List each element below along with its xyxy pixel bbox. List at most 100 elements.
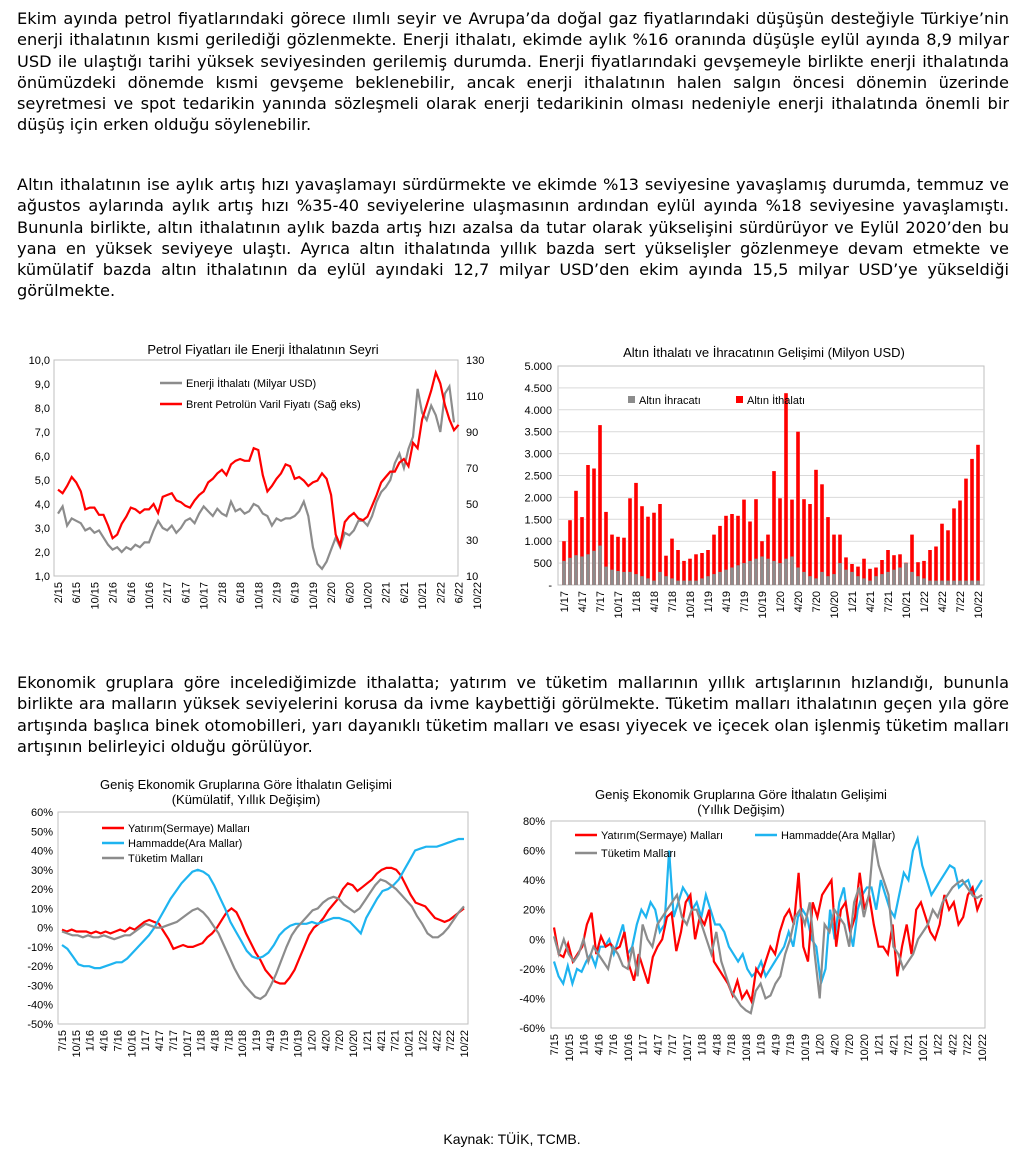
bar-gold-export	[958, 580, 962, 585]
x-tick-label: 4/20	[320, 1030, 332, 1051]
x-tick-label: 7/16	[112, 1030, 124, 1051]
y-tick-label: -40%	[519, 993, 545, 1005]
x-tick-label: 4/22	[431, 1030, 443, 1051]
y-tick-label: 80%	[523, 816, 545, 828]
x-tick-label: 4/18	[649, 591, 661, 612]
x-tick-label: 7/20	[844, 1034, 856, 1055]
bar-gold-export	[850, 571, 854, 585]
x-tick-label: 7/19	[739, 591, 751, 612]
y-tick-label: 1.000	[524, 536, 552, 548]
bar-gold-export	[640, 576, 644, 585]
y-tick-label: 2.000	[524, 492, 552, 504]
x-tick-label: 7/15	[549, 1034, 561, 1055]
bar-gold-export	[838, 563, 842, 585]
bar-gold-import	[628, 498, 632, 585]
bar-gold-import	[730, 514, 734, 585]
x-tick-label: 7/19	[279, 1030, 291, 1051]
bar-gold-export	[742, 563, 746, 585]
y-tick-label: 40%	[31, 846, 53, 858]
bar-gold-import	[958, 500, 962, 585]
x-tick-label: 10/17	[182, 1030, 194, 1058]
bar-gold-import	[964, 478, 968, 585]
bar-gold-export	[724, 569, 728, 585]
bar-gold-export	[586, 554, 590, 585]
bar-gold-import	[706, 550, 710, 585]
x-tick-label: 10/21	[404, 1030, 416, 1058]
x-tick-label: 10/16	[623, 1034, 635, 1062]
y-tick-label: 50%	[31, 826, 53, 838]
x-tick-label: 7/19	[785, 1034, 797, 1055]
bar-gold-import	[670, 538, 674, 585]
bar-gold-import	[652, 512, 656, 585]
x-tick-label: 7/15	[57, 1030, 69, 1051]
bar-gold-import	[796, 431, 800, 585]
bar-gold-export	[682, 580, 686, 585]
y-tick-label: 0%	[37, 923, 53, 935]
bar-gold-export	[694, 580, 698, 585]
x-tick-label: 1/16	[85, 1030, 97, 1051]
bar-gold-import	[820, 484, 824, 585]
x-tick-label: 10/17	[682, 1034, 694, 1062]
bar-gold-export	[910, 571, 914, 585]
bar-gold-export	[886, 571, 890, 585]
x-tick-label: 6/21	[399, 582, 411, 603]
legend-swatch	[736, 396, 743, 403]
bar-gold-export	[868, 580, 872, 585]
bar-gold-import	[940, 523, 944, 585]
bar-gold-export	[736, 565, 740, 585]
x-tick-label: 7/22	[445, 1030, 457, 1051]
legend-label: Tüketim Malları	[601, 848, 676, 860]
x-tick-label: 1/18	[196, 1030, 208, 1051]
x-tick-label: 7/16	[608, 1034, 620, 1055]
x-tick-label: 4/19	[265, 1030, 277, 1051]
y2-tick-label: 30	[466, 535, 478, 547]
bar-gold-import	[610, 534, 614, 585]
bar-gold-export	[892, 569, 896, 585]
x-tick-label: 1/21	[362, 1030, 374, 1051]
y-tick-label: 40%	[523, 875, 545, 887]
x-tick-label: 4/22	[947, 1034, 959, 1055]
bar-gold-import	[616, 536, 620, 585]
x-tick-label: 10/20	[859, 1034, 871, 1062]
x-tick-label: 10/18	[685, 591, 697, 619]
bar-gold-import	[832, 534, 836, 585]
bar-gold-export	[574, 555, 578, 585]
y-tick-label: -20%	[27, 961, 53, 973]
x-tick-label: 6/17	[180, 582, 192, 603]
bar-gold-import	[976, 444, 980, 585]
y2-tick-label: 10	[466, 571, 478, 583]
x-tick-label: 4/21	[865, 591, 877, 612]
y-tick-label: 2.500	[524, 471, 552, 483]
x-tick-label: 1/17	[559, 591, 571, 612]
bar-gold-export	[712, 574, 716, 585]
x-tick-label: 10/22	[459, 1030, 471, 1058]
bar-gold-export	[874, 576, 878, 585]
paragraph-economic-groups: Ekonomik gruplara göre incelediğimizde i…	[17, 673, 1009, 756]
bar-gold-export	[616, 571, 620, 585]
x-tick-label: 4/21	[888, 1034, 900, 1055]
x-tick-label: 10/16	[126, 1030, 138, 1058]
y-tick-label: 20%	[31, 884, 53, 896]
bar-gold-export	[814, 578, 818, 585]
bar-gold-export	[778, 563, 782, 585]
bar-gold-import	[586, 465, 590, 585]
legend-swatch	[628, 396, 635, 403]
bar-gold-export	[952, 580, 956, 585]
legend-label: Brent Petrolün Varil Fiyatı (Sağ eks)	[186, 399, 361, 411]
x-tick-label: 1/20	[815, 1034, 827, 1055]
y-tick-label: -10%	[27, 942, 53, 954]
bar-gold-export	[670, 578, 674, 585]
x-tick-label: 7/17	[168, 1030, 180, 1051]
x-tick-label: 10/22	[472, 582, 484, 610]
series-brent-price	[57, 369, 460, 550]
legend-label: Tüketim Malları	[128, 853, 203, 865]
x-tick-label: 10/22	[973, 591, 985, 619]
x-tick-label: 4/19	[770, 1034, 782, 1055]
x-tick-label: 10/18	[741, 1034, 753, 1062]
bar-gold-export	[862, 578, 866, 585]
bar-gold-import	[790, 499, 794, 585]
x-tick-label: 1/22	[417, 1030, 429, 1051]
x-tick-label: 4/20	[829, 1034, 841, 1055]
legend-label: Enerji İthalatı (Milyar USD)	[186, 377, 316, 390]
x-tick-label: 4/22	[937, 591, 949, 612]
